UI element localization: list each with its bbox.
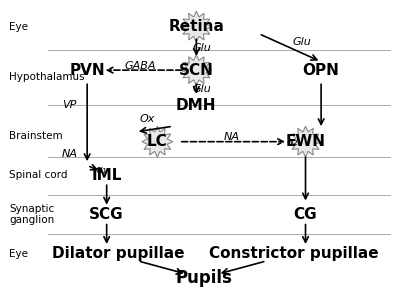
Text: Hypothalamus: Hypothalamus	[9, 72, 85, 82]
Text: Eye: Eye	[9, 22, 28, 32]
FancyArrowPatch shape	[194, 84, 199, 92]
FancyArrowPatch shape	[182, 139, 283, 144]
Text: CG: CG	[294, 207, 317, 222]
FancyArrowPatch shape	[318, 84, 324, 124]
Text: EWN: EWN	[286, 134, 326, 149]
Text: Ox: Ox	[140, 114, 155, 124]
Text: SCG: SCG	[89, 207, 124, 222]
FancyArrowPatch shape	[303, 224, 308, 242]
FancyArrowPatch shape	[104, 185, 110, 203]
Text: Eye: Eye	[9, 249, 28, 259]
FancyArrowPatch shape	[140, 262, 182, 274]
Text: α₁: α₁	[95, 165, 107, 175]
FancyArrowPatch shape	[194, 39, 199, 54]
Text: Retina: Retina	[168, 19, 224, 34]
Text: Constrictor pupillae: Constrictor pupillae	[209, 247, 379, 261]
Text: Spinal cord: Spinal cord	[9, 170, 68, 180]
Text: IML: IML	[92, 168, 122, 183]
Text: Glu: Glu	[193, 43, 212, 53]
FancyArrowPatch shape	[104, 224, 110, 242]
Text: α₂: α₂	[286, 137, 298, 147]
Text: VP: VP	[62, 100, 77, 110]
Polygon shape	[181, 11, 212, 42]
FancyArrowPatch shape	[108, 67, 182, 73]
Text: OPN: OPN	[303, 63, 340, 78]
Text: DMH: DMH	[176, 98, 216, 113]
FancyArrowPatch shape	[140, 127, 170, 133]
Text: Glu: Glu	[292, 37, 311, 47]
Polygon shape	[142, 126, 173, 157]
Text: Synaptic
ganglion: Synaptic ganglion	[9, 204, 54, 225]
FancyArrowPatch shape	[90, 165, 96, 170]
Text: NA: NA	[62, 149, 78, 159]
Text: Pupils: Pupils	[176, 269, 232, 287]
FancyArrowPatch shape	[261, 35, 317, 60]
Polygon shape	[181, 55, 212, 86]
Polygon shape	[290, 126, 321, 157]
Text: NA: NA	[224, 132, 240, 142]
Text: Brainstem: Brainstem	[9, 131, 63, 141]
Text: PVN: PVN	[69, 63, 105, 78]
FancyArrowPatch shape	[303, 157, 308, 199]
Text: Dilator pupillae: Dilator pupillae	[52, 247, 185, 261]
FancyArrowPatch shape	[222, 262, 264, 274]
Text: SCN: SCN	[179, 63, 214, 78]
FancyArrowPatch shape	[84, 84, 90, 160]
Text: LC: LC	[147, 134, 168, 149]
Text: GABA: GABA	[124, 61, 156, 71]
Text: Glu: Glu	[193, 84, 212, 94]
